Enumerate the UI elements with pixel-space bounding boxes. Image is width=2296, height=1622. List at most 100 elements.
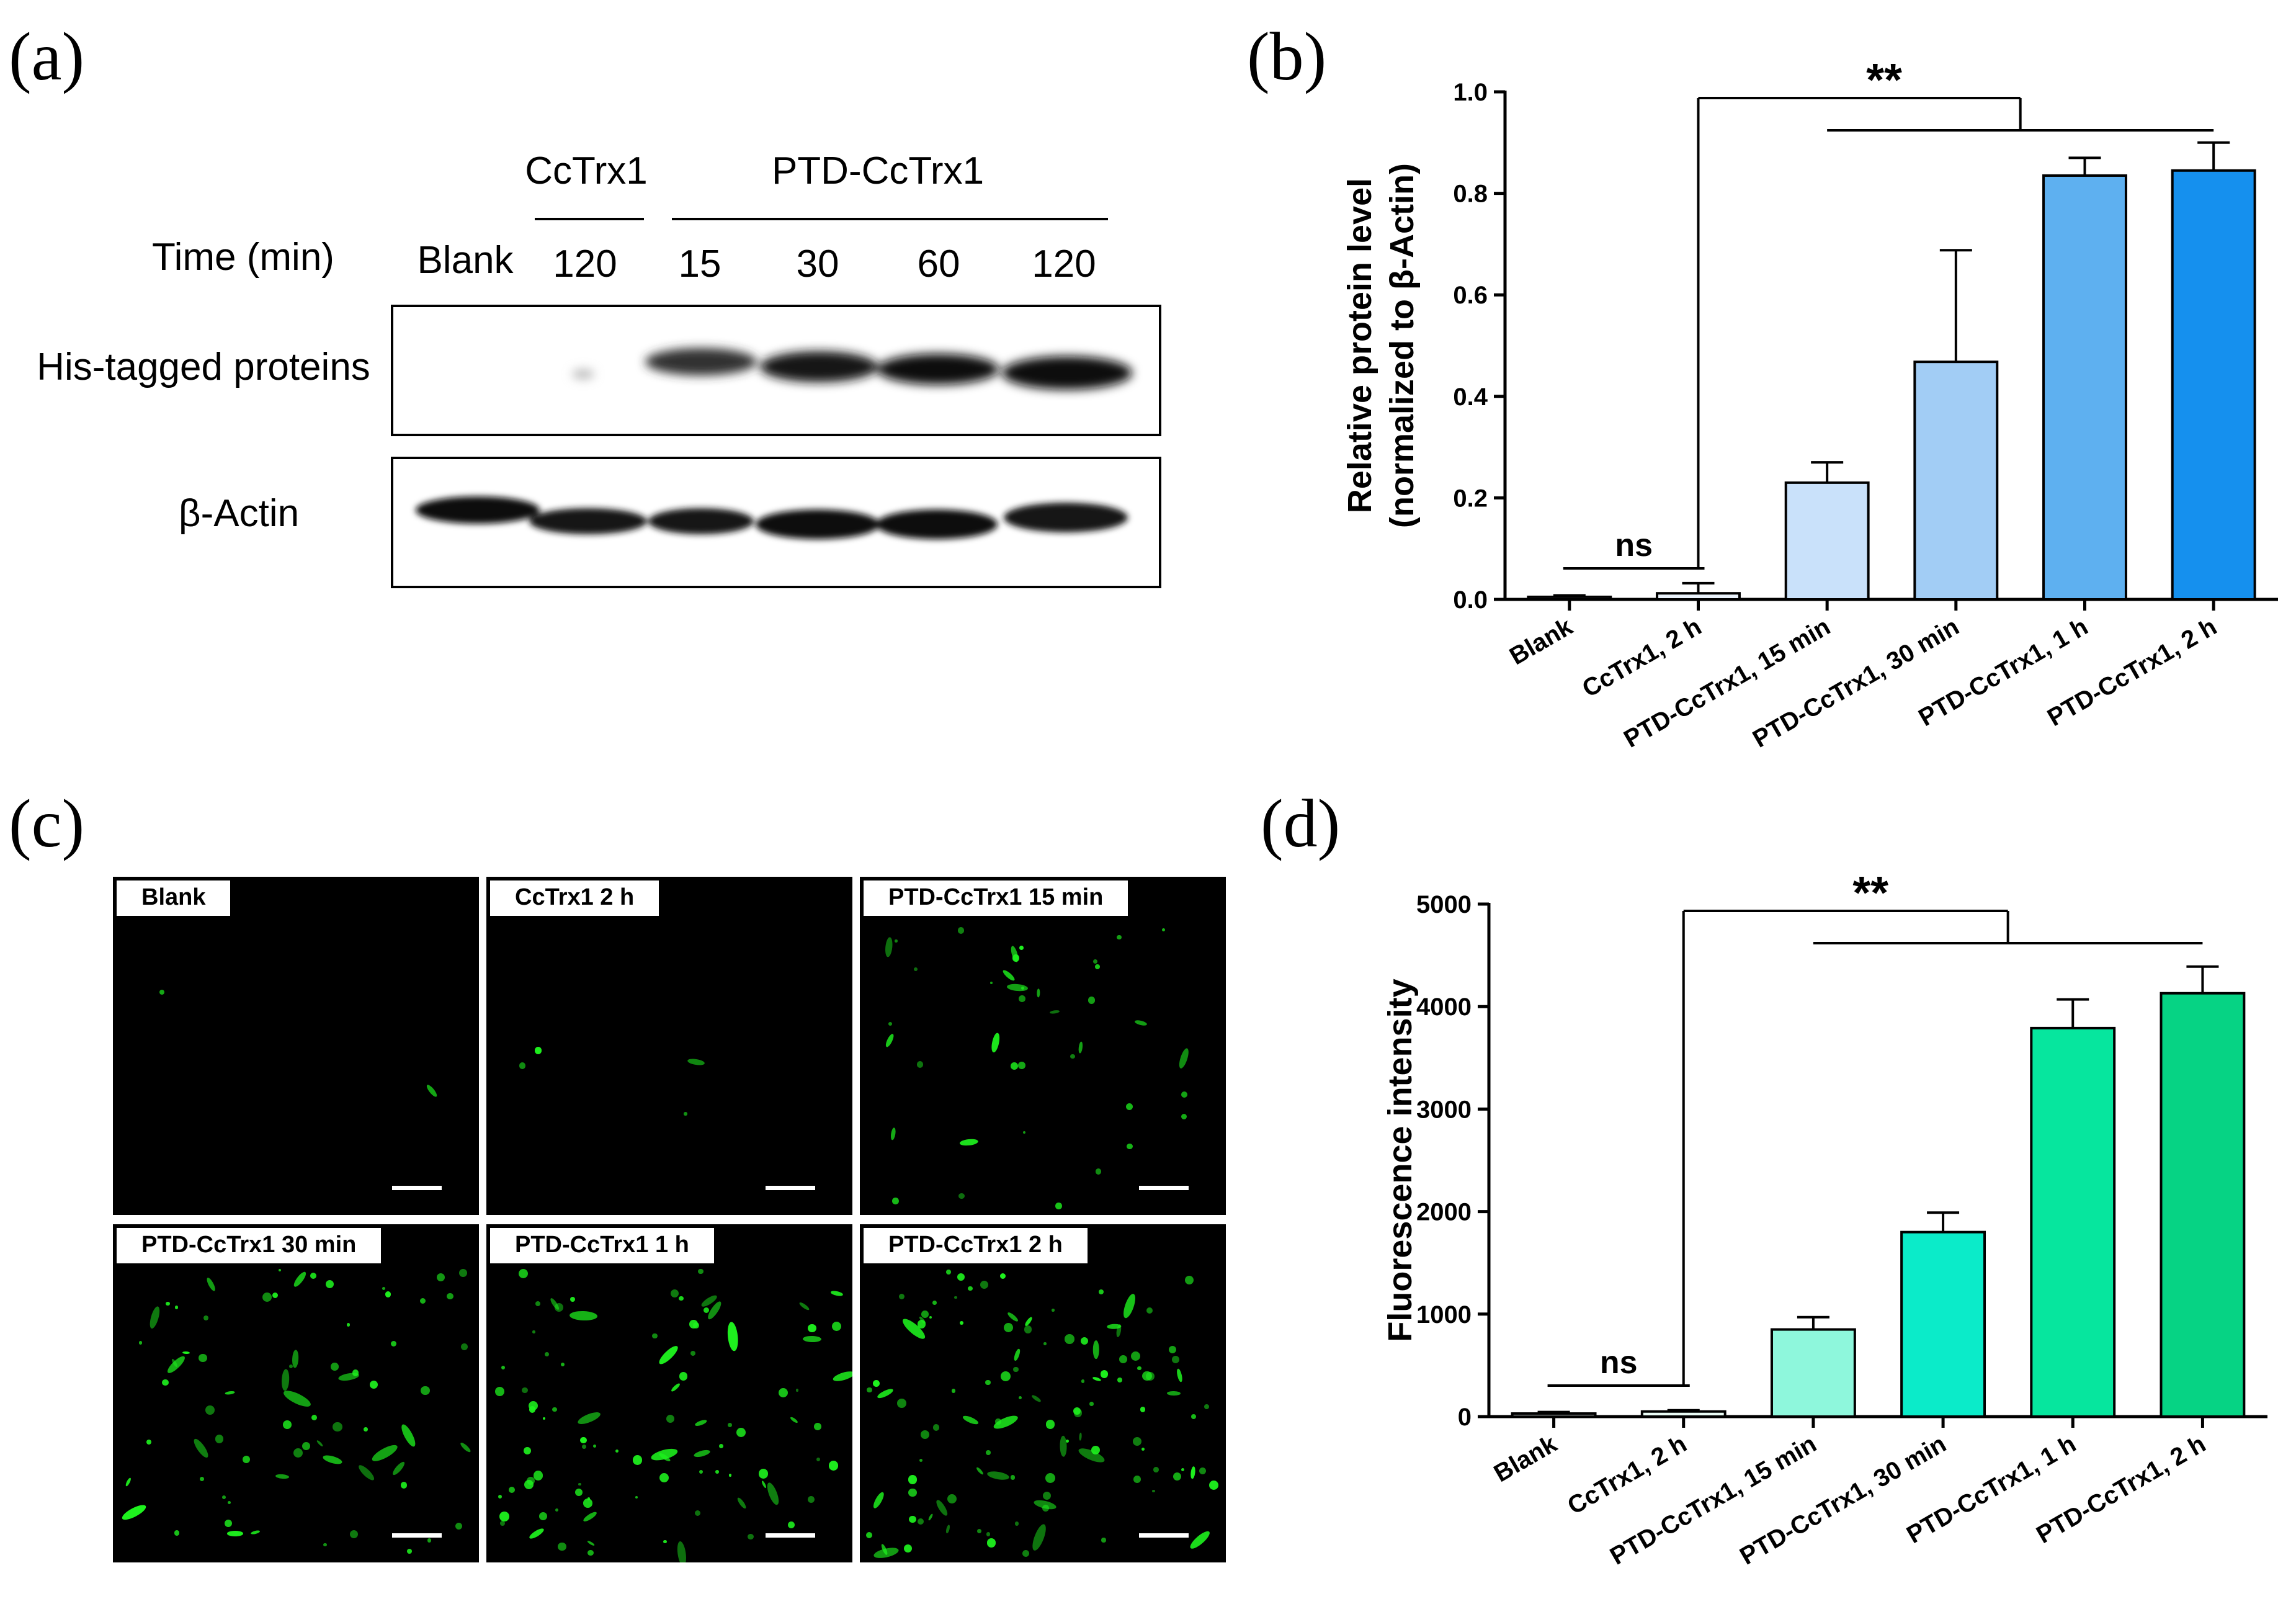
- fluorescent-speck: [736, 1427, 746, 1437]
- fluorescent-speck: [890, 1127, 896, 1140]
- fluorescent-speck: [1019, 946, 1024, 950]
- fluorescent-speck: [1001, 1371, 1011, 1381]
- fluorescent-speck: [1141, 1447, 1145, 1451]
- fluorescent-speck: [419, 1298, 426, 1304]
- lane-label: 120: [553, 243, 617, 285]
- y-tick-label: 1000: [1416, 1301, 1472, 1329]
- fluorescent-speck: [779, 1388, 788, 1398]
- fluorescent-speck: [1137, 1366, 1141, 1371]
- fluorescent-speck: [1152, 1489, 1155, 1493]
- fluorescent-speck: [407, 1548, 412, 1554]
- fluorescent-speck: [1052, 1309, 1055, 1312]
- fluorescent-speck: [807, 1496, 815, 1503]
- fluorescent-speck: [583, 1499, 592, 1508]
- fluorescent-speck: [288, 1364, 293, 1369]
- fluorescent-speck: [311, 1415, 318, 1421]
- fluorescent-speck: [934, 1499, 949, 1517]
- blot-band: [876, 509, 998, 539]
- fluorescent-speck: [790, 1416, 799, 1424]
- ns-label: ns: [1600, 1345, 1638, 1381]
- fluorescent-speck: [349, 1530, 359, 1539]
- fluorescent-speck: [666, 1414, 675, 1423]
- fluorescent-speck: [282, 1420, 292, 1430]
- x-tick-label: CcTrx1, 2 h: [1578, 613, 1706, 703]
- fluorescent-speck: [501, 1366, 506, 1370]
- fluorescent-speck: [455, 1522, 463, 1530]
- fluorescent-speck: [920, 1430, 930, 1440]
- fluorescent-speck: [684, 1112, 687, 1116]
- group-label-ptd-cctrx1: PTD-CcTrx1: [772, 150, 984, 192]
- fluorescent-speck: [1014, 1521, 1019, 1526]
- fluorescent-speck: [975, 1466, 985, 1476]
- fluorescent-speck: [704, 1307, 710, 1314]
- fluorescent-speck: [795, 1389, 799, 1392]
- fluorescent-speck: [957, 1273, 965, 1281]
- fluorescent-speck: [1181, 1113, 1187, 1120]
- fluorescent-speck: [918, 1518, 924, 1525]
- x-tick-label: PTD-CcTrx1, 30 min: [1735, 1430, 1950, 1570]
- bar: [1640, 1410, 1726, 1418]
- bar: [1527, 595, 1612, 601]
- fluorescent-speck: [1117, 934, 1122, 940]
- bar: [2042, 174, 2127, 601]
- fluorescent-speck: [1065, 1334, 1074, 1345]
- x-tick-label: Blank: [1505, 612, 1578, 670]
- blot-band: [529, 508, 647, 534]
- fluorescent-speck: [174, 1530, 180, 1536]
- fluorescent-speck: [293, 1448, 303, 1458]
- fluorescent-speck: [635, 1495, 638, 1499]
- fluorescent-speck: [1010, 1475, 1016, 1480]
- fluorescent-speck: [1095, 1168, 1102, 1175]
- fluorescent-speck: [945, 1525, 951, 1535]
- fluorescent-speck: [1066, 1439, 1069, 1443]
- fluorescent-speck: [959, 1138, 979, 1147]
- fluorescent-speck: [1100, 1370, 1108, 1378]
- fluorescent-speck: [867, 1387, 872, 1393]
- fluorescent-speck: [542, 1417, 546, 1420]
- fluorescent-speck: [459, 1269, 467, 1278]
- scale-bar: [1139, 1533, 1189, 1538]
- fluorescent-speck: [1199, 1467, 1207, 1475]
- fluorescent-speck: [199, 1476, 205, 1482]
- fluorescent-speck: [199, 1353, 207, 1363]
- fluorescent-speck: [310, 1272, 316, 1279]
- fluorescent-speck: [919, 1458, 922, 1462]
- fluorescent-speck: [694, 1418, 707, 1427]
- fluorescent-speck: [1088, 997, 1096, 1004]
- fluorescent-speck: [761, 1480, 767, 1489]
- micrograph-label: PTD-CcTrx1 1 h: [489, 1227, 715, 1265]
- fluorescent-speck: [986, 1532, 991, 1537]
- blot-band: [877, 354, 999, 385]
- fluorescent-speck: [687, 1057, 705, 1067]
- lane-label: 120: [1032, 243, 1096, 285]
- fluorescent-speck: [215, 1435, 224, 1443]
- ns-label: ns: [1615, 527, 1653, 563]
- fluorescent-speck: [447, 1293, 453, 1300]
- fluorescent-speck: [747, 1533, 754, 1540]
- fluorescent-speck: [951, 1389, 955, 1393]
- y-tick-label: 5000: [1416, 891, 1472, 918]
- fluorescent-speck: [1018, 1062, 1026, 1069]
- fluorescent-speck: [1171, 1355, 1179, 1363]
- fluorescent-speck: [1022, 1550, 1029, 1557]
- fluorescent-speck: [159, 990, 164, 995]
- fluorescent-speck: [676, 1541, 688, 1562]
- blot-band: [1004, 503, 1128, 532]
- y-axis-label-sub: (normalized to β-Actin): [1383, 163, 1421, 528]
- fluorescent-speck: [958, 1193, 965, 1199]
- fluorescent-speck: [659, 1472, 669, 1483]
- bar: [1511, 1412, 1597, 1418]
- fluorescent-speck: [690, 1351, 695, 1356]
- fluorescent-speck: [460, 1343, 468, 1351]
- x-tick-label: PTD-CcTrx1, 30 min: [1748, 613, 1963, 753]
- fluorescent-speck: [499, 1512, 509, 1522]
- fluorescent-speck: [1001, 968, 1016, 982]
- fluorescent-speck: [555, 1508, 558, 1512]
- fluorescent-speck: [316, 1440, 324, 1448]
- y-tick-label: 0.2: [1453, 485, 1488, 512]
- fluorescent-speck: [718, 1443, 724, 1448]
- fluorescent-speck: [203, 1315, 209, 1320]
- y-tick-label: 0.8: [1453, 181, 1488, 208]
- y-tick-label: 3000: [1416, 1096, 1472, 1123]
- significance-label: **: [1852, 867, 1888, 918]
